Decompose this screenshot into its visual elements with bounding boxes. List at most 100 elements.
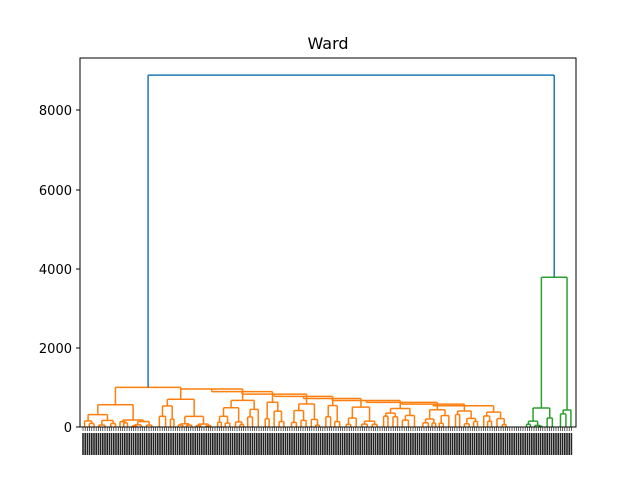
leaf-label-538 xyxy=(537,433,540,455)
leaf-label-307 xyxy=(306,433,309,455)
leaf-label-151 xyxy=(150,433,152,455)
leaf-label-382 xyxy=(381,433,383,455)
leaf-label-347 xyxy=(346,433,348,455)
leaf-label-492 xyxy=(491,433,493,455)
leaf-label-162 xyxy=(161,433,163,455)
leaf-label-532 xyxy=(531,433,533,455)
leaf-label-332 xyxy=(330,433,333,455)
leaf-label-149 xyxy=(148,433,150,455)
leaf-label-118 xyxy=(117,433,119,455)
leaf-label-206 xyxy=(205,433,207,455)
leaf-label-120 xyxy=(119,433,122,455)
leaf-label-530 xyxy=(528,433,531,455)
leaf-label-288 xyxy=(286,433,289,455)
leaf-label-323 xyxy=(322,433,324,455)
leaf-label-525 xyxy=(524,433,526,455)
leaf-label-222 xyxy=(220,433,223,455)
y-tick-label-8000: 8000 xyxy=(39,104,72,119)
leaf-label-334 xyxy=(333,433,335,455)
y-tick-4000: 4000 xyxy=(39,263,80,278)
leaf-label-393 xyxy=(392,433,394,455)
leaf-label-107 xyxy=(106,433,108,455)
leaf-label-406 xyxy=(405,433,408,455)
leaf-label-301 xyxy=(300,433,302,455)
leaf-label-459 xyxy=(458,433,460,455)
leaf-label-428 xyxy=(427,433,430,455)
leaf-label-483 xyxy=(482,433,485,455)
leaf-label-167 xyxy=(165,433,168,455)
leaf-label-464 xyxy=(462,433,465,455)
leaf-label-367 xyxy=(366,433,368,455)
y-tick-label-4000: 4000 xyxy=(39,263,72,278)
leaf-label-244 xyxy=(242,433,245,455)
leaf-label-285 xyxy=(284,433,287,455)
leaf-label-294 xyxy=(293,433,295,455)
leaf-label-125 xyxy=(124,433,126,455)
leaf-label-239 xyxy=(238,433,240,455)
leaf-label-534 xyxy=(533,433,535,455)
leaf-label-303 xyxy=(302,433,304,455)
y-axis: 0 2000 4000 6000 8000 xyxy=(39,104,80,436)
leaf-label-567 xyxy=(566,433,568,455)
leaf-label-261 xyxy=(260,433,262,455)
leaf-label-327 xyxy=(326,433,328,455)
leaf-label-523 xyxy=(522,433,524,455)
leaf-label-173 xyxy=(172,433,174,455)
leaf-label-508 xyxy=(506,433,509,455)
y-tick-2000: 2000 xyxy=(39,342,80,357)
leaf-label-195 xyxy=(194,433,196,455)
leaf-label-448 xyxy=(447,433,449,455)
leaf-label-536 xyxy=(535,433,537,455)
leaf-label-250 xyxy=(249,433,251,455)
leaf-label-563 xyxy=(561,433,564,455)
leaf-label-481 xyxy=(480,433,482,455)
leaf-ticks xyxy=(82,427,573,455)
leaf-label-171 xyxy=(170,433,172,455)
leaf-label-433 xyxy=(432,433,434,455)
leaf-label-398 xyxy=(396,433,399,455)
y-tick-6000: 6000 xyxy=(39,184,80,199)
leaf-label-266 xyxy=(264,433,267,455)
dendrogram-links xyxy=(83,74,572,428)
leaf-label-202 xyxy=(201,433,203,455)
leaf-label-321 xyxy=(319,433,322,455)
leaf-label-305 xyxy=(304,433,306,455)
leaf-label-497 xyxy=(495,433,498,455)
leaf-label-156 xyxy=(154,433,157,455)
leaf-label-281 xyxy=(280,433,282,455)
leaf-label-318 xyxy=(317,433,320,455)
leaf-label-186 xyxy=(185,433,188,455)
plot-frame xyxy=(79,57,577,428)
leaf-label-461 xyxy=(460,433,463,455)
leaf-label-514 xyxy=(513,433,515,455)
leaf-label-541 xyxy=(539,433,542,455)
leaf-label-147 xyxy=(146,433,148,455)
leaf-label-134 xyxy=(132,433,135,455)
leaf-label-131 xyxy=(130,433,133,455)
leaf-label-279 xyxy=(278,433,280,455)
leaf-label-329 xyxy=(328,433,331,455)
leaf-label-340 xyxy=(339,433,342,455)
leaf-label-510 xyxy=(509,433,511,455)
leaf-label-219 xyxy=(218,433,221,455)
leaf-label-470 xyxy=(469,433,471,455)
leaf-label-138 xyxy=(137,433,139,455)
leaf-label-226 xyxy=(225,433,227,455)
leaf-label-252 xyxy=(251,433,254,455)
leaf-label-197 xyxy=(196,433,199,455)
leaf-label-98 xyxy=(97,433,100,455)
leaf-label-140 xyxy=(139,433,141,455)
leaf-label-444 xyxy=(443,433,445,455)
leaf-label-290 xyxy=(289,433,291,455)
leaf-label-259 xyxy=(258,433,260,455)
leaf-label-299 xyxy=(297,433,300,455)
leaf-label-349 xyxy=(348,433,350,455)
leaf-label-521 xyxy=(520,433,522,455)
leaf-label-376 xyxy=(374,433,377,455)
leaf-label-558 xyxy=(557,433,559,455)
leaf-label-85 xyxy=(84,433,86,455)
leaf-label-468 xyxy=(467,433,469,455)
leaf-label-512 xyxy=(511,433,513,455)
leaf-label-316 xyxy=(315,433,317,455)
